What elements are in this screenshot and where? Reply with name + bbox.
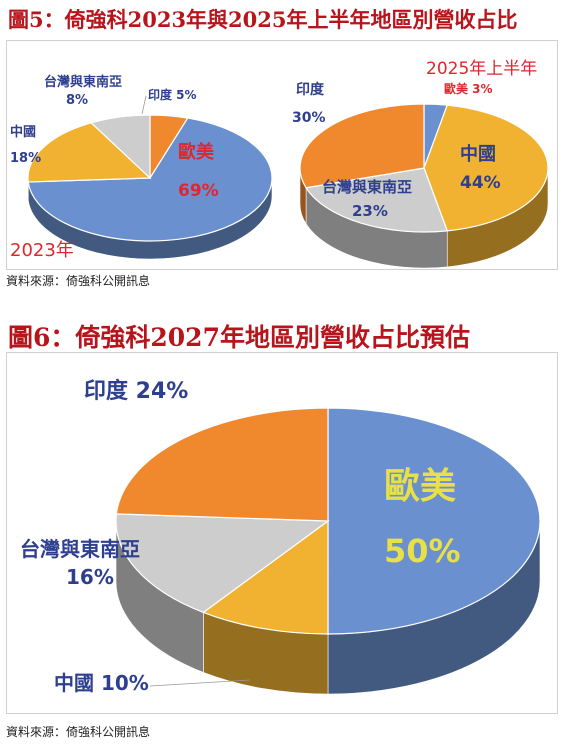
label-europe-us: 歐美: [178, 141, 214, 163]
figure5-title: 圖5：倚強科2023年與2025年上半年地區別營收占比: [8, 7, 518, 32]
pie-slice-歐美: [327, 407, 541, 635]
label-india: 印度 5%: [148, 87, 197, 102]
leader-line-china-2027: [149, 679, 251, 687]
figure6-source: 資料來源：倚強科公開訊息: [6, 725, 151, 739]
label-taiwan-sea-2025: 台灣與東南亞: [322, 178, 412, 196]
pie-slice-中國: [202, 519, 329, 635]
value-taiwan-sea-2025: 23%: [352, 202, 388, 220]
value-europe-us-2027: 50%: [384, 532, 461, 570]
pie-slice-中國: [27, 122, 152, 183]
pie-slice-台灣與東南亞: [305, 167, 449, 233]
year-2023-label: 2023年: [10, 240, 74, 261]
figure5-source: 資料來源：倚強科公開訊息: [6, 274, 151, 288]
label-europe-us-2027: 歐美: [384, 466, 456, 507]
pie-slice-印度: [115, 407, 329, 522]
value-china-2025: 44%: [460, 173, 501, 193]
value-taiwan-sea-2027: 16%: [66, 565, 114, 589]
leader-line-india: [141, 95, 147, 115]
label-taiwan-sea: 台灣與東南亞: [44, 74, 122, 90]
label-china: 中國: [10, 124, 36, 140]
value-china: 18%: [10, 151, 41, 166]
pie-chart-0: 台灣與東南亞 8% 印度 5% 中國 18% 歐美 69% 2023年: [10, 74, 273, 261]
pie-slice-印度: [299, 103, 425, 189]
label-china-2025: 中國: [460, 143, 496, 165]
label-india-2025: 印度: [296, 81, 325, 98]
pie-slice-台灣與東南亞: [90, 114, 151, 180]
pie-chart-2: 印度 24% 台灣與東南亞 16% 歐美 50% 中國 10%: [20, 378, 541, 695]
value-taiwan-sea: 8%: [66, 93, 88, 108]
label-europe-us-2025: 歐美 3%: [444, 81, 493, 96]
label-india-2027: 印度 24%: [84, 378, 188, 404]
pie-slice-中國: [423, 104, 549, 232]
label-taiwan-sea-2027: 台灣與東南亞: [20, 537, 140, 561]
label-china-2027: 中國 10%: [54, 671, 149, 695]
figure6-title: 圖6：倚強科2027年地區別營收占比預估: [8, 323, 470, 352]
value-europe-us: 69%: [178, 181, 219, 201]
year-2025h1-label: 2025年上半年: [426, 59, 537, 79]
pie-slice-歐美: [27, 117, 273, 242]
pie-slice-台灣與東南亞: [115, 513, 330, 614]
value-india-2025: 30%: [292, 110, 326, 126]
